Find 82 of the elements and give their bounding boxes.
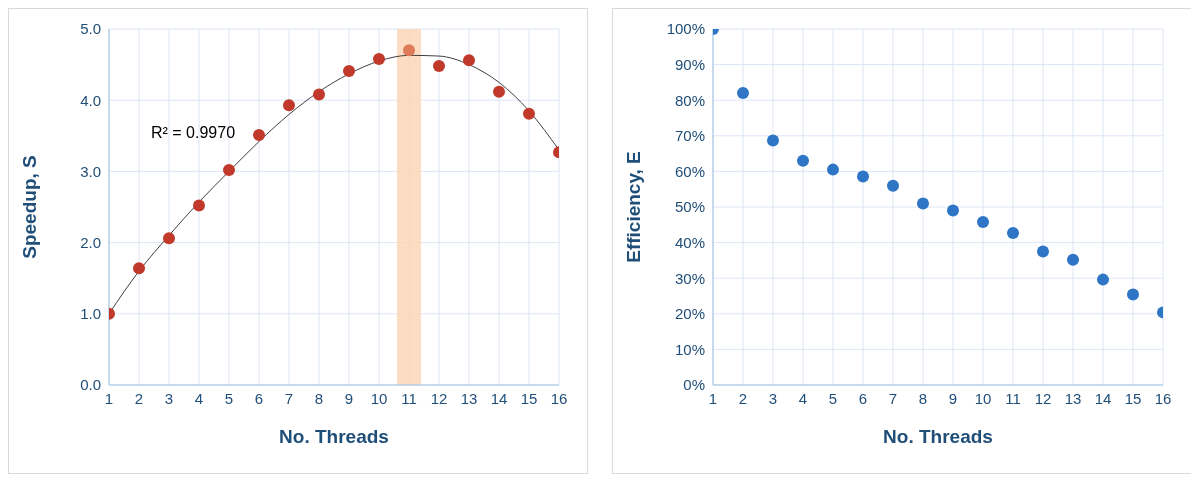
x-tick-label: 14 bbox=[1094, 389, 1112, 407]
x-tick-label: 7 bbox=[284, 389, 294, 407]
point bbox=[977, 215, 989, 228]
point bbox=[947, 204, 959, 217]
x-tick-label: 3 bbox=[768, 389, 778, 407]
x-tick-label: 16 bbox=[550, 389, 568, 407]
x-tick-label: 14 bbox=[490, 389, 508, 407]
x-tick-label: 9 bbox=[948, 389, 958, 407]
point bbox=[887, 179, 899, 192]
y-tick-label: 0% bbox=[683, 376, 705, 394]
point bbox=[223, 163, 235, 176]
point bbox=[373, 52, 385, 65]
y-tick-label: 5.0 bbox=[80, 20, 101, 38]
y-tick-label: 2.0 bbox=[80, 233, 101, 251]
x-tick-label: 3 bbox=[164, 389, 174, 407]
y-tick-label: 4.0 bbox=[80, 91, 101, 109]
point bbox=[1127, 288, 1139, 301]
point bbox=[343, 65, 355, 78]
point bbox=[403, 44, 415, 57]
x-axis-title: No. Threads bbox=[883, 426, 993, 447]
point bbox=[283, 99, 295, 112]
x-tick-label: 8 bbox=[918, 389, 928, 407]
point bbox=[493, 85, 505, 98]
x-tick-label: 15 bbox=[1124, 389, 1142, 407]
x-tick-label: 2 bbox=[134, 389, 144, 407]
y-tick-label: 70% bbox=[674, 127, 705, 145]
y-tick-label: 80% bbox=[674, 91, 705, 109]
x-tick-label: 10 bbox=[370, 389, 388, 407]
point bbox=[253, 129, 265, 142]
y-tick-label: 3.0 bbox=[80, 162, 101, 180]
y-tick-label: 100% bbox=[666, 20, 705, 38]
point bbox=[917, 197, 929, 210]
x-tick-label: 5 bbox=[224, 389, 234, 407]
x-tick-label: 4 bbox=[194, 389, 204, 407]
y-tick-label: 40% bbox=[674, 233, 705, 251]
x-tick-label: 4 bbox=[798, 389, 808, 407]
y-tick-label: 0.0 bbox=[80, 376, 101, 394]
x-tick-label: 1 bbox=[104, 389, 114, 407]
point bbox=[463, 54, 475, 67]
point bbox=[1067, 253, 1079, 266]
x-tick-label: 1 bbox=[708, 389, 718, 407]
point bbox=[1097, 273, 1109, 286]
x-tick-label: 10 bbox=[974, 389, 992, 407]
point bbox=[827, 163, 839, 176]
y-axis-title: Speedup, S bbox=[18, 155, 40, 259]
point bbox=[163, 232, 175, 245]
x-tick-label: 16 bbox=[1154, 389, 1172, 407]
x-tick-label: 9 bbox=[344, 389, 354, 407]
y-axis-title: Efficiency, E bbox=[622, 151, 644, 263]
point bbox=[857, 170, 869, 183]
y-tick-label: 60% bbox=[674, 162, 705, 180]
x-tick-label: 8 bbox=[314, 389, 324, 407]
x-tick-label: 12 bbox=[430, 389, 448, 407]
point bbox=[737, 87, 749, 100]
y-tick-label: 50% bbox=[674, 198, 705, 216]
x-tick-label: 5 bbox=[828, 389, 838, 407]
x-tick-label: 12 bbox=[1034, 389, 1052, 407]
point bbox=[1037, 245, 1049, 258]
x-tick-label: 7 bbox=[888, 389, 898, 407]
x-tick-label: 15 bbox=[520, 389, 538, 407]
y-tick-label: 20% bbox=[674, 305, 705, 323]
point bbox=[313, 88, 325, 101]
point bbox=[767, 134, 779, 147]
point bbox=[433, 60, 445, 73]
x-tick-label: 13 bbox=[1064, 389, 1082, 407]
x-tick-label: 11 bbox=[401, 389, 417, 407]
y-tick-label: 90% bbox=[674, 55, 705, 73]
point bbox=[133, 262, 145, 275]
point bbox=[797, 154, 809, 167]
x-tick-label: 6 bbox=[254, 389, 264, 407]
x-tick-label: 6 bbox=[858, 389, 868, 407]
x-tick-label: 13 bbox=[460, 389, 478, 407]
x-tick-label: 2 bbox=[738, 389, 748, 407]
x-axis-title: No. Threads bbox=[279, 426, 389, 447]
point bbox=[523, 107, 535, 120]
x-tick-label: 11 bbox=[1005, 389, 1021, 407]
point bbox=[193, 199, 205, 212]
y-tick-label: 1.0 bbox=[80, 305, 101, 323]
y-tick-label: 30% bbox=[674, 269, 705, 287]
point bbox=[1007, 226, 1019, 239]
annotation: R² = 0.9970 bbox=[151, 124, 236, 142]
y-tick-label: 10% bbox=[674, 340, 705, 358]
